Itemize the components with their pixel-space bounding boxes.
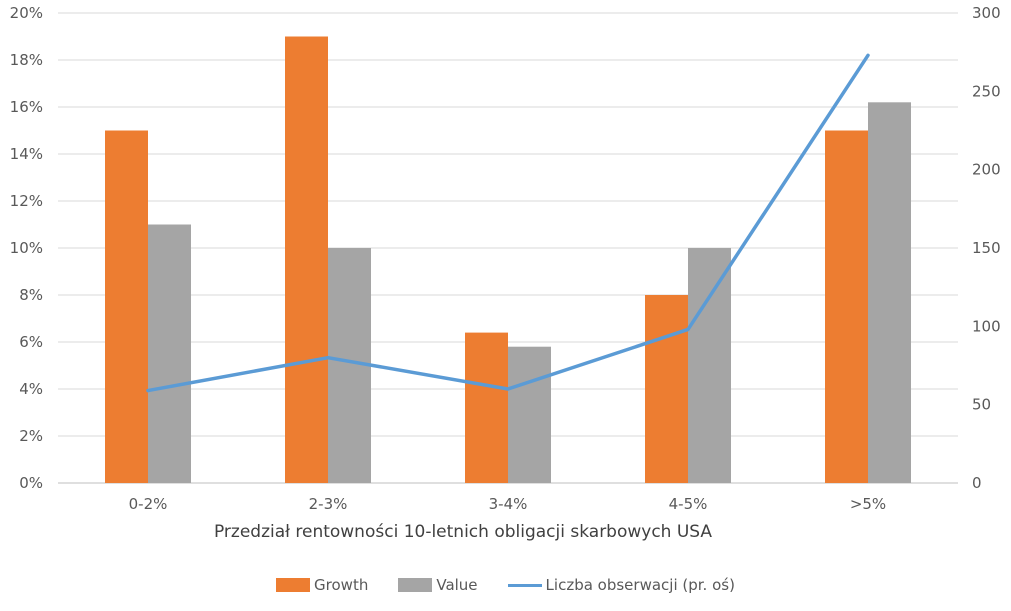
y-tick-label: 20%: [10, 4, 43, 22]
y-tick-label: 16%: [10, 98, 43, 116]
y-tick-label: 4%: [19, 380, 43, 398]
y-tick-label: 0%: [19, 474, 43, 492]
y-tick-label: 8%: [19, 286, 43, 304]
x-tick-label: 3-4%: [489, 495, 528, 513]
y-tick-label: 12%: [10, 192, 43, 210]
bar-value-4: [868, 102, 911, 484]
y2-tick-label: 150: [972, 239, 1001, 257]
legend-swatch-observations: [507, 583, 542, 587]
y-tick-label: 6%: [19, 333, 43, 351]
bar-growth-0: [105, 130, 148, 483]
legend-label-observations: Liczba obserwacji (pr. oś): [545, 576, 735, 594]
line-series: [146, 53, 870, 393]
bar-growth-2: [465, 332, 508, 483]
legend-label-value: Value: [436, 576, 478, 594]
y-tick-label: 10%: [10, 239, 43, 257]
bars: [105, 36, 911, 484]
y2-tick-label: 0: [972, 474, 982, 492]
y-tick-label: 18%: [10, 51, 43, 69]
bar-growth-4: [825, 130, 868, 483]
y2-tick-label: 250: [972, 82, 1001, 100]
y2-tick-label: 300: [972, 4, 1001, 22]
y-tick-label: 14%: [10, 145, 43, 163]
legend-item-observations: Liczba obserwacji (pr. oś): [507, 576, 735, 594]
bar-growth-1: [285, 36, 328, 483]
y-axis-right-ticks: 0 50 100 150 200 250 300: [972, 4, 1001, 492]
legend-swatch-value: [398, 578, 433, 592]
x-tick-label: 0-2%: [129, 495, 168, 513]
bar-value-2: [508, 346, 551, 483]
y-tick-label: 2%: [19, 427, 43, 445]
y2-tick-label: 200: [972, 161, 1001, 179]
x-axis-ticks: 0-2% 2-3% 3-4% 4-5% >5%: [129, 495, 887, 513]
legend-swatch-growth: [276, 578, 311, 592]
legend-item-growth: Growth: [276, 576, 368, 594]
bar-growth-3: [645, 295, 688, 483]
legend-item-value: Value: [398, 576, 478, 594]
x-tick-label: 2-3%: [309, 495, 348, 513]
y2-tick-label: 100: [972, 317, 1001, 335]
bar-value-3: [688, 248, 731, 483]
legend-label-growth: Growth: [314, 576, 369, 594]
y-axis-left-ticks: 0% 2% 4% 6% 8% 10% 12% 14% 16% 18% 20%: [10, 4, 43, 492]
gridlines: [58, 12, 958, 484]
bar-value-0: [148, 224, 191, 483]
x-tick-label: 4-5%: [669, 495, 708, 513]
legend: Growth Value Liczba obserwacji (pr. oś): [0, 574, 1011, 596]
x-tick-label: >5%: [850, 495, 886, 513]
x-axis-label: Przedział rentowności 10-letnich obligac…: [214, 522, 712, 542]
y2-tick-label: 50: [972, 396, 991, 414]
line-observations: [146, 53, 870, 393]
